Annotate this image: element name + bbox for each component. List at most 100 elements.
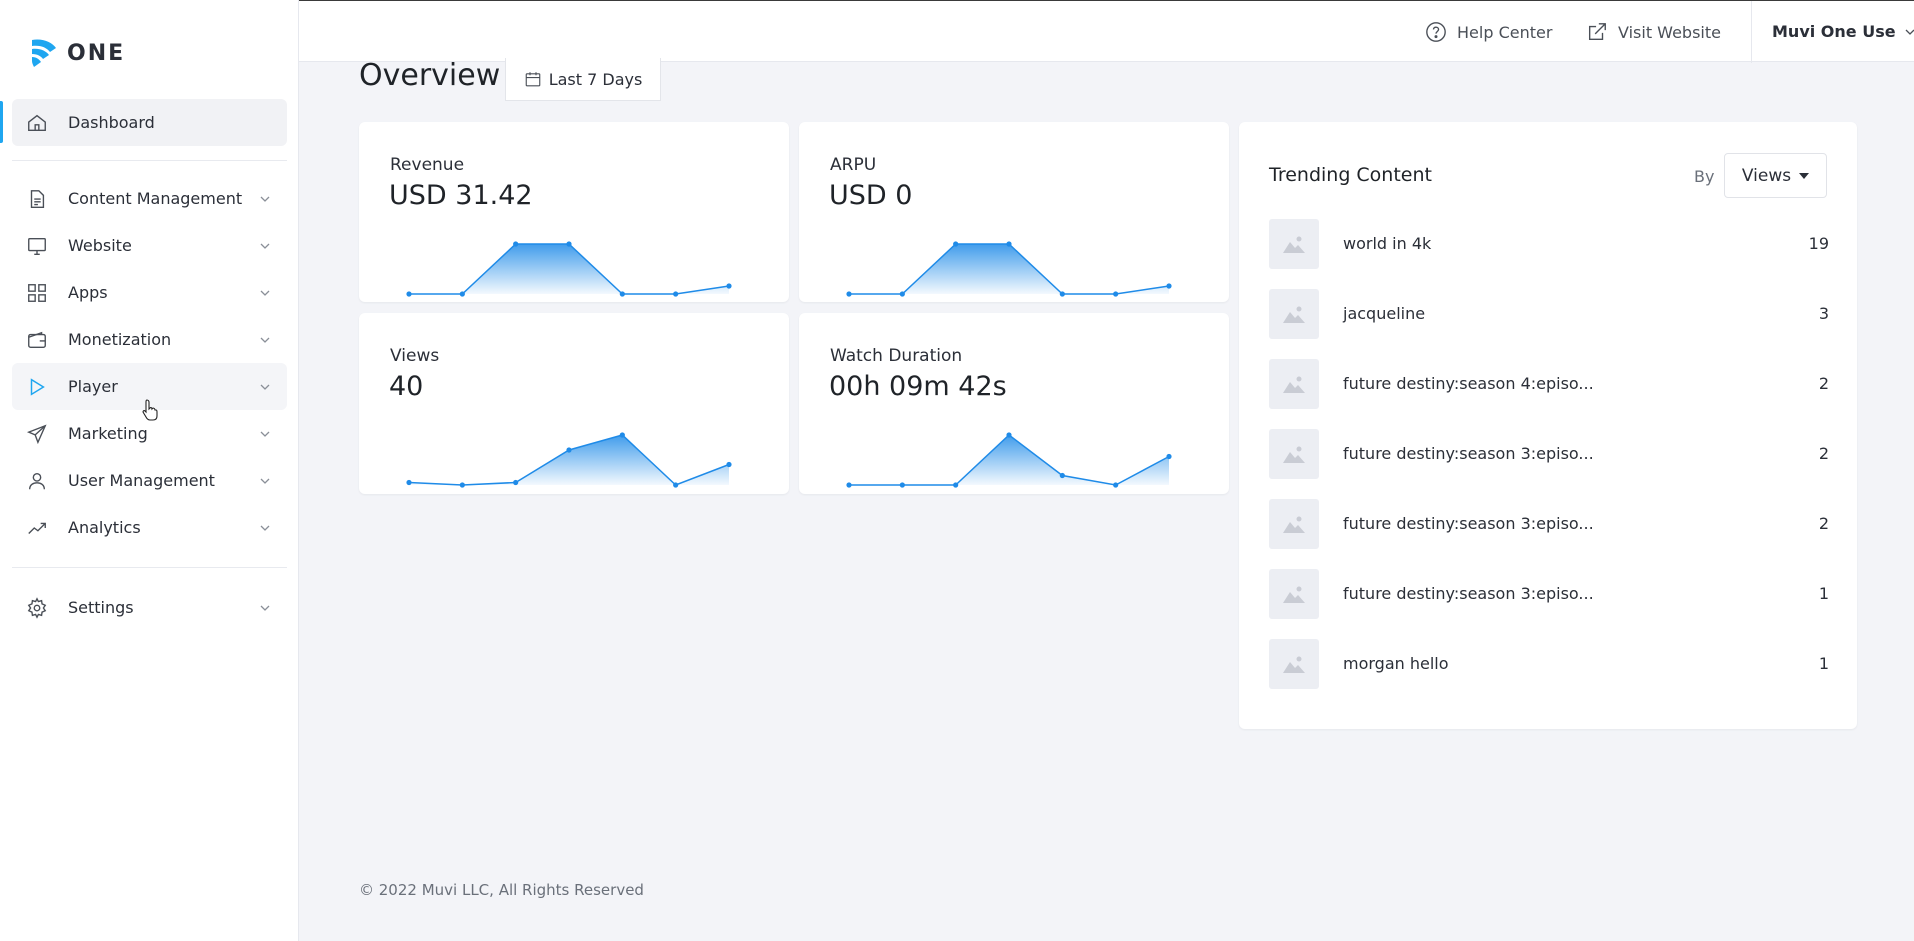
sidebar-item-monetization[interactable]: Monetization — [12, 316, 287, 363]
trending-item[interactable]: jacqueline 3 — [1269, 289, 1829, 339]
trend-up-icon — [28, 522, 46, 534]
chevron-down-icon — [260, 525, 270, 531]
page-title: Overview — [359, 58, 501, 93]
sparkline-point — [726, 461, 732, 468]
thumbnail-placeholder — [1269, 219, 1319, 269]
sidebar-item-label: Analytics — [68, 518, 141, 537]
sidebar: ONE Dashboard Content Management Website… — [0, 0, 299, 941]
sparkline-point — [726, 283, 732, 289]
topbar-divider — [1751, 1, 1752, 63]
sparkline-point — [899, 482, 905, 488]
monitor-icon — [28, 237, 46, 255]
document-icon — [30, 190, 45, 208]
sidebar-item-label: Dashboard — [68, 113, 155, 132]
help-circle-icon — [1426, 22, 1446, 42]
arpu-sparkline — [846, 241, 1172, 297]
sparkline-point — [899, 291, 905, 297]
chevron-down-icon — [260, 196, 270, 202]
trending-item[interactable]: future destiny:season 3:episo... 2 — [1269, 499, 1829, 549]
sparkline-point — [459, 291, 465, 297]
caret-down-icon — [1799, 172, 1810, 179]
user-menu[interactable]: Muvi One Use — [1772, 22, 1914, 41]
footer-copyright: © 2022 Muvi LLC, All Rights Reserved — [359, 881, 644, 899]
sparkline-point — [953, 482, 959, 488]
card-title: Revenue — [390, 155, 465, 175]
thumbnail-placeholder — [1269, 569, 1319, 619]
sidebar-item-user-management[interactable]: User Management — [12, 457, 287, 504]
image-icon — [1283, 656, 1305, 673]
trending-item-name: morgan hello — [1343, 654, 1449, 673]
sparkline-point — [1006, 432, 1012, 438]
sparkline-point — [513, 241, 519, 247]
trending-item-name: jacqueline — [1343, 304, 1426, 323]
logo-text: ONE — [67, 40, 126, 66]
visit-website-label: Visit Website — [1618, 22, 1721, 42]
chevron-down-icon — [260, 478, 270, 484]
views-card: Views 40 — [359, 313, 789, 494]
chevron-down-icon — [260, 337, 270, 343]
sparkline-point — [846, 291, 852, 297]
sparkline-point — [566, 447, 572, 453]
sidebar-item-apps[interactable]: Apps — [12, 269, 287, 316]
brand-logo[interactable]: ONE — [28, 36, 125, 70]
sidebar-divider — [12, 160, 287, 161]
chevron-down-icon — [1905, 29, 1914, 35]
sparkline-point — [459, 482, 465, 488]
sparkline-point — [1059, 291, 1065, 297]
sparkline-point — [1113, 482, 1119, 488]
chevron-down-icon — [260, 384, 270, 390]
thumbnail-placeholder — [1269, 499, 1319, 549]
trending-item[interactable]: morgan hello 1 — [1269, 639, 1829, 689]
sparkline-point — [1166, 453, 1172, 460]
trending-item[interactable]: future destiny:season 3:episo... 2 — [1269, 429, 1829, 479]
sparkline-area — [409, 244, 729, 294]
thumbnail-placeholder — [1269, 639, 1319, 689]
views-sparkline — [406, 432, 732, 488]
user-name: Muvi One Use — [1772, 22, 1896, 41]
home-icon — [28, 114, 46, 132]
sparkline-point — [566, 241, 572, 247]
sidebar-item-label: Settings — [68, 598, 134, 617]
trending-title: Trending Content — [1269, 164, 1432, 186]
image-icon — [1283, 306, 1305, 323]
sparkline-point — [1006, 241, 1012, 247]
sort-by-value: Views — [1741, 165, 1792, 186]
sidebar-nav: Dashboard Content Management Website App… — [0, 99, 299, 631]
trending-item-count: 2 — [1818, 374, 1829, 393]
wallet-icon — [28, 331, 46, 349]
revenue-sparkline — [406, 241, 732, 297]
thumbnail-placeholder — [1269, 359, 1319, 409]
trending-item-count: 2 — [1818, 514, 1829, 533]
trending-item-count: 1 — [1818, 654, 1829, 673]
card-value: 00h 09m 42s — [829, 371, 1007, 402]
help-center-link[interactable]: Help Center — [1425, 21, 1552, 43]
sidebar-divider — [12, 567, 287, 568]
revenue-card: Revenue USD 31.42 — [359, 122, 789, 302]
sidebar-item-dashboard[interactable]: Dashboard — [12, 99, 287, 146]
thumbnail-placeholder — [1269, 429, 1319, 479]
chevron-down-icon — [260, 290, 270, 296]
trending-item-name: future destiny:season 3:episo... — [1343, 514, 1594, 533]
card-value: USD 0 — [829, 180, 913, 211]
sidebar-item-label: User Management — [68, 471, 215, 490]
chevron-down-icon — [260, 431, 270, 437]
date-range-button[interactable]: Last 7 Days — [505, 58, 661, 101]
sort-by-label: By — [1694, 167, 1715, 186]
trending-item-name: future destiny:season 3:episo... — [1343, 584, 1594, 603]
trending-item[interactable]: world in 4k 19 — [1269, 219, 1829, 269]
trending-item[interactable]: future destiny:season 3:episo... 1 — [1269, 569, 1829, 619]
sidebar-item-content-management[interactable]: Content Management — [12, 175, 287, 222]
sidebar-item-label: Apps — [68, 283, 108, 302]
sidebar-item-marketing[interactable]: Marketing — [12, 410, 287, 457]
play-icon — [30, 378, 45, 396]
sparkline-point — [406, 479, 412, 486]
sidebar-item-analytics[interactable]: Analytics — [12, 504, 287, 551]
user-icon — [28, 472, 46, 490]
card-title: ARPU — [830, 155, 877, 175]
sort-by-dropdown[interactable]: Views — [1724, 153, 1827, 198]
sidebar-item-website[interactable]: Website — [12, 222, 287, 269]
trending-item[interactable]: future destiny:season 4:episo... 2 — [1269, 359, 1829, 409]
sparkline-point — [673, 482, 679, 488]
visit-website-link[interactable]: Visit Website — [1586, 21, 1721, 43]
sidebar-item-settings[interactable]: Settings — [12, 584, 287, 631]
